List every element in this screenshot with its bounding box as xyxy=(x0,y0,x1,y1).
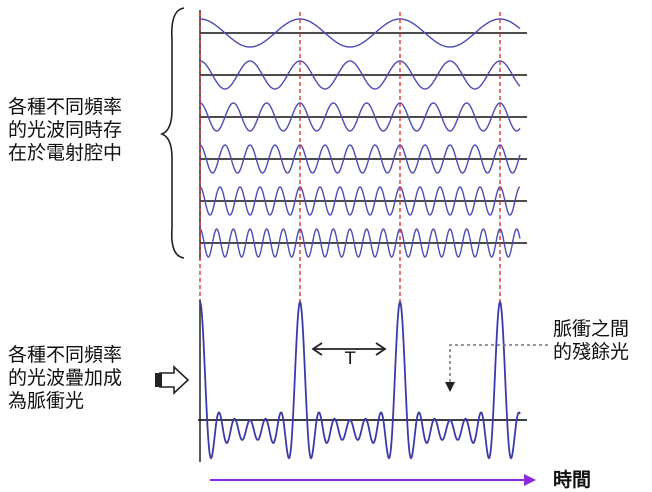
coexist-line-2: 的光波同時存 xyxy=(8,119,123,141)
superpose-line-1: 各種不同頻率 xyxy=(8,344,123,366)
coexist-line-3: 在於電射腔中 xyxy=(8,142,123,164)
wave-3 xyxy=(199,102,521,132)
wave-5 xyxy=(199,186,521,216)
period-arrow-icon xyxy=(311,342,387,356)
residual-label: 脈衝之間 的殘餘光 xyxy=(553,318,629,364)
superpose-line-3: 為脈衝光 xyxy=(8,390,85,412)
period-label: T xyxy=(345,349,356,369)
residual-line-2: 的殘餘光 xyxy=(553,341,630,363)
residual-line-1: 脈衝之間 xyxy=(553,318,630,340)
residual-leader-icon xyxy=(445,344,548,392)
wave-stack xyxy=(199,18,527,258)
coexist-line-1: 各種不同頻率 xyxy=(8,96,123,118)
wave-6 xyxy=(199,228,521,258)
wave-4 xyxy=(199,144,521,174)
time-label: 時間 xyxy=(553,469,592,491)
grouping-brace xyxy=(159,7,185,259)
coexist-label: 各種不同頻率 的光波同時存 在於電射腔中 xyxy=(8,96,122,165)
time-arrow-icon xyxy=(210,474,536,486)
superpose-line-2: 的光波疊加成 xyxy=(8,367,123,389)
superpose-arrow-tail xyxy=(155,373,162,387)
superpose-label: 各種不同頻率 的光波疊加成 為脈衝光 xyxy=(8,344,122,413)
wave-2 xyxy=(199,60,521,90)
superpose-arrow-icon xyxy=(159,365,190,395)
wave-1 xyxy=(199,18,521,48)
pulse-train xyxy=(199,300,521,460)
